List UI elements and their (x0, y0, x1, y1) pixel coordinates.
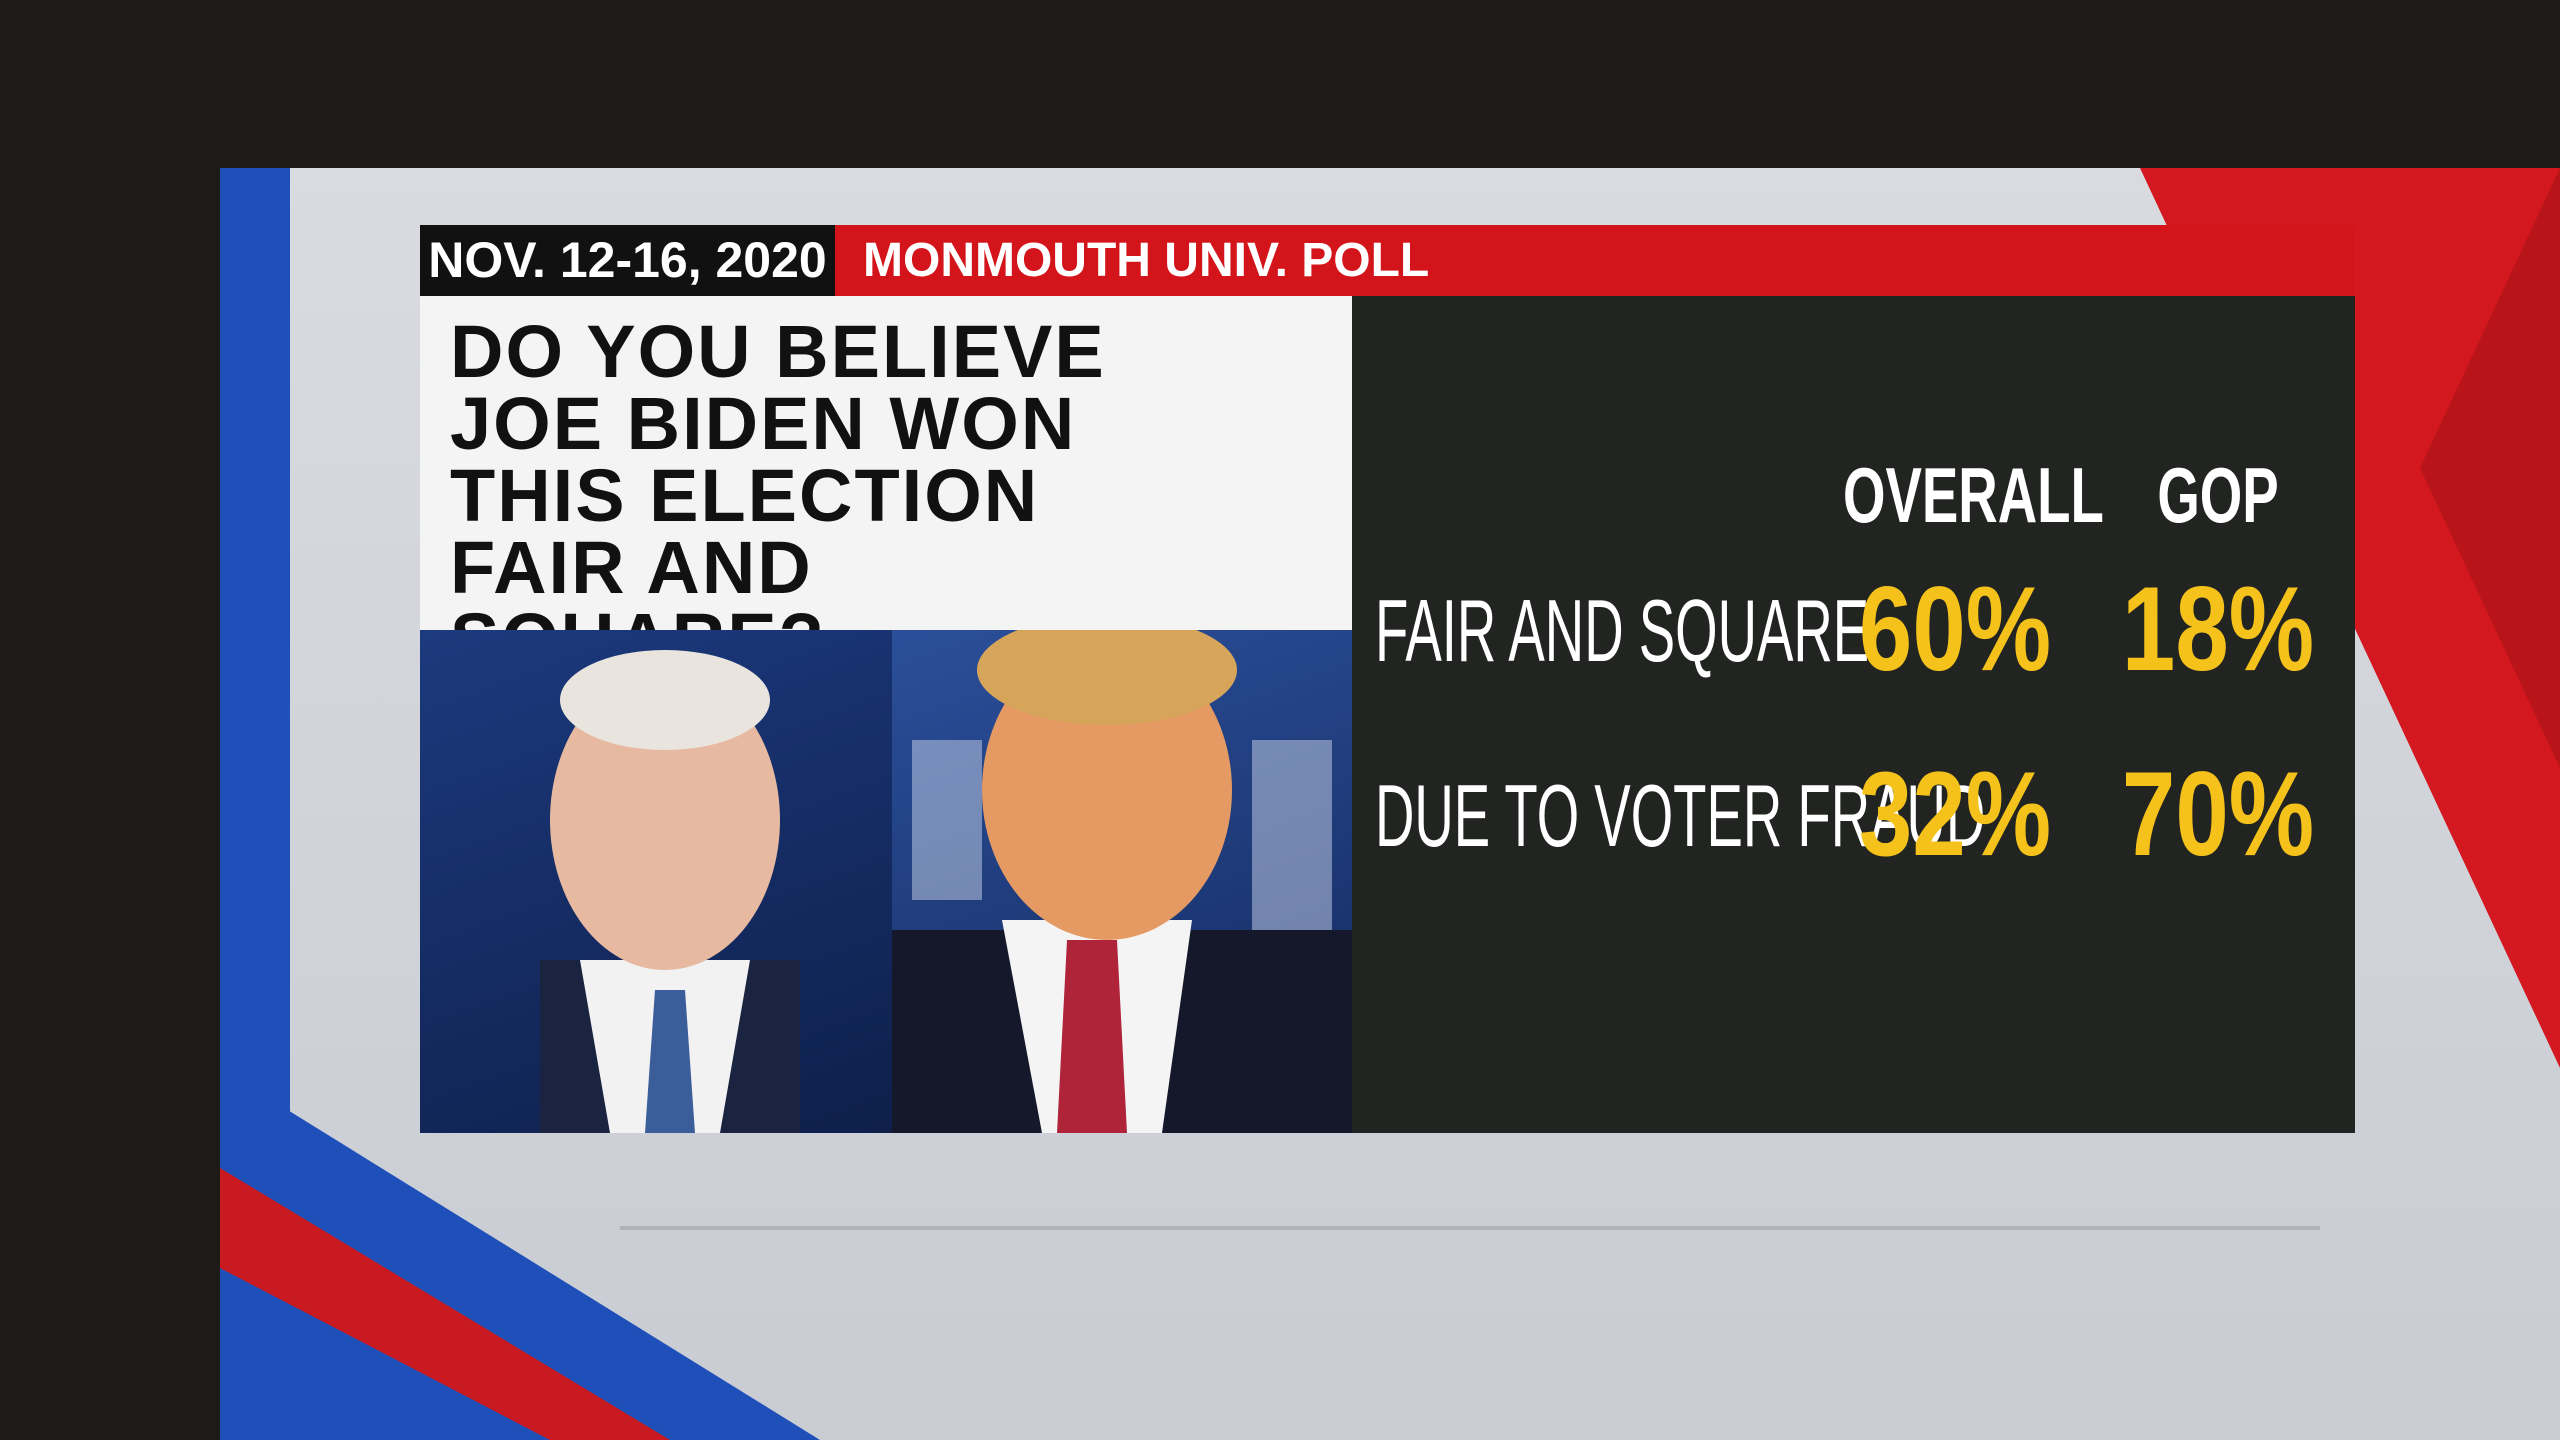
portrait-illustration (892, 630, 1352, 1133)
percentage: 70% (2121, 747, 2315, 881)
row-label: DUE TO VOTER FRAUD (1375, 766, 1986, 865)
question-box: DO YOU BELIEVE JOE BIDEN WON THIS ELECTI… (420, 296, 1352, 677)
photo-biden (420, 630, 892, 1133)
column-header: GOP (2157, 451, 2279, 539)
source-text: MONMOUTH UNIV. POLL (863, 234, 1430, 287)
percentage: 18% (2121, 562, 2315, 696)
results-panel (1352, 296, 2355, 1133)
question-text: DO YOU BELIEVE JOE BIDEN WON THIS ELECTI… (450, 310, 1106, 677)
poll-source: MONMOUTH UNIV. POLL (835, 225, 2355, 296)
row-label: FAIR AND SQUARE (1375, 581, 1870, 680)
poll-date: NOV. 12-16, 2020 (420, 225, 835, 296)
percentage: 32% (1858, 747, 2052, 881)
background-graphics (220, 168, 2560, 1440)
date-text: NOV. 12-16, 2020 (428, 232, 827, 288)
photo-trump (892, 630, 1352, 1133)
percentage: 60% (1858, 562, 2052, 696)
column-header: OVERALL (1843, 451, 2104, 539)
portrait-illustration (540, 650, 800, 1133)
